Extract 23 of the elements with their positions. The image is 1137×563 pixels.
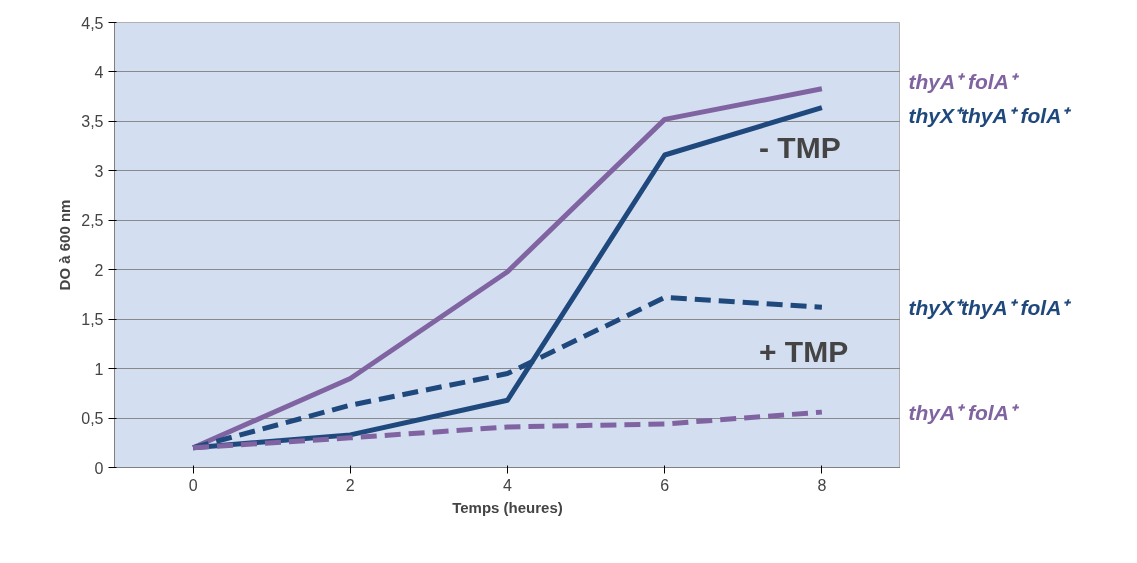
annotation: - TMP [759, 130, 841, 164]
y-tick-label: 4,5 [81, 14, 104, 32]
y-tick-label: 0 [94, 459, 104, 477]
y-tick-label: 3 [94, 162, 104, 180]
x-tick-label: 2 [345, 476, 355, 494]
y-tick-label: 1 [94, 360, 104, 378]
x-tick-label: 6 [660, 476, 670, 494]
annotation: + TMP [759, 335, 849, 369]
y-tick-label: 4 [94, 63, 104, 81]
y-tick-label: 1,5 [81, 311, 104, 329]
y-axis-title: DO à 600 nm [56, 199, 74, 291]
text: thyA⁺ folA⁺ [908, 69, 1020, 93]
y-tick-label: 2 [94, 261, 104, 279]
x-tick-label: 8 [817, 476, 827, 494]
y-tick-label: 2,5 [81, 212, 104, 230]
text: thyX⁺thyA⁺ folA⁺ [908, 295, 1073, 319]
x-axis-title: Temps (heures) [452, 498, 563, 516]
y-tick-label: 3,5 [81, 113, 104, 131]
x-tick-label: 0 [188, 476, 198, 494]
y-tick-label: 0,5 [81, 410, 104, 428]
text: thyX⁺thyA⁺ folA⁺ [908, 103, 1073, 127]
text: thyA⁺ folA⁺ [908, 400, 1020, 424]
x-tick-label: 4 [503, 476, 513, 494]
